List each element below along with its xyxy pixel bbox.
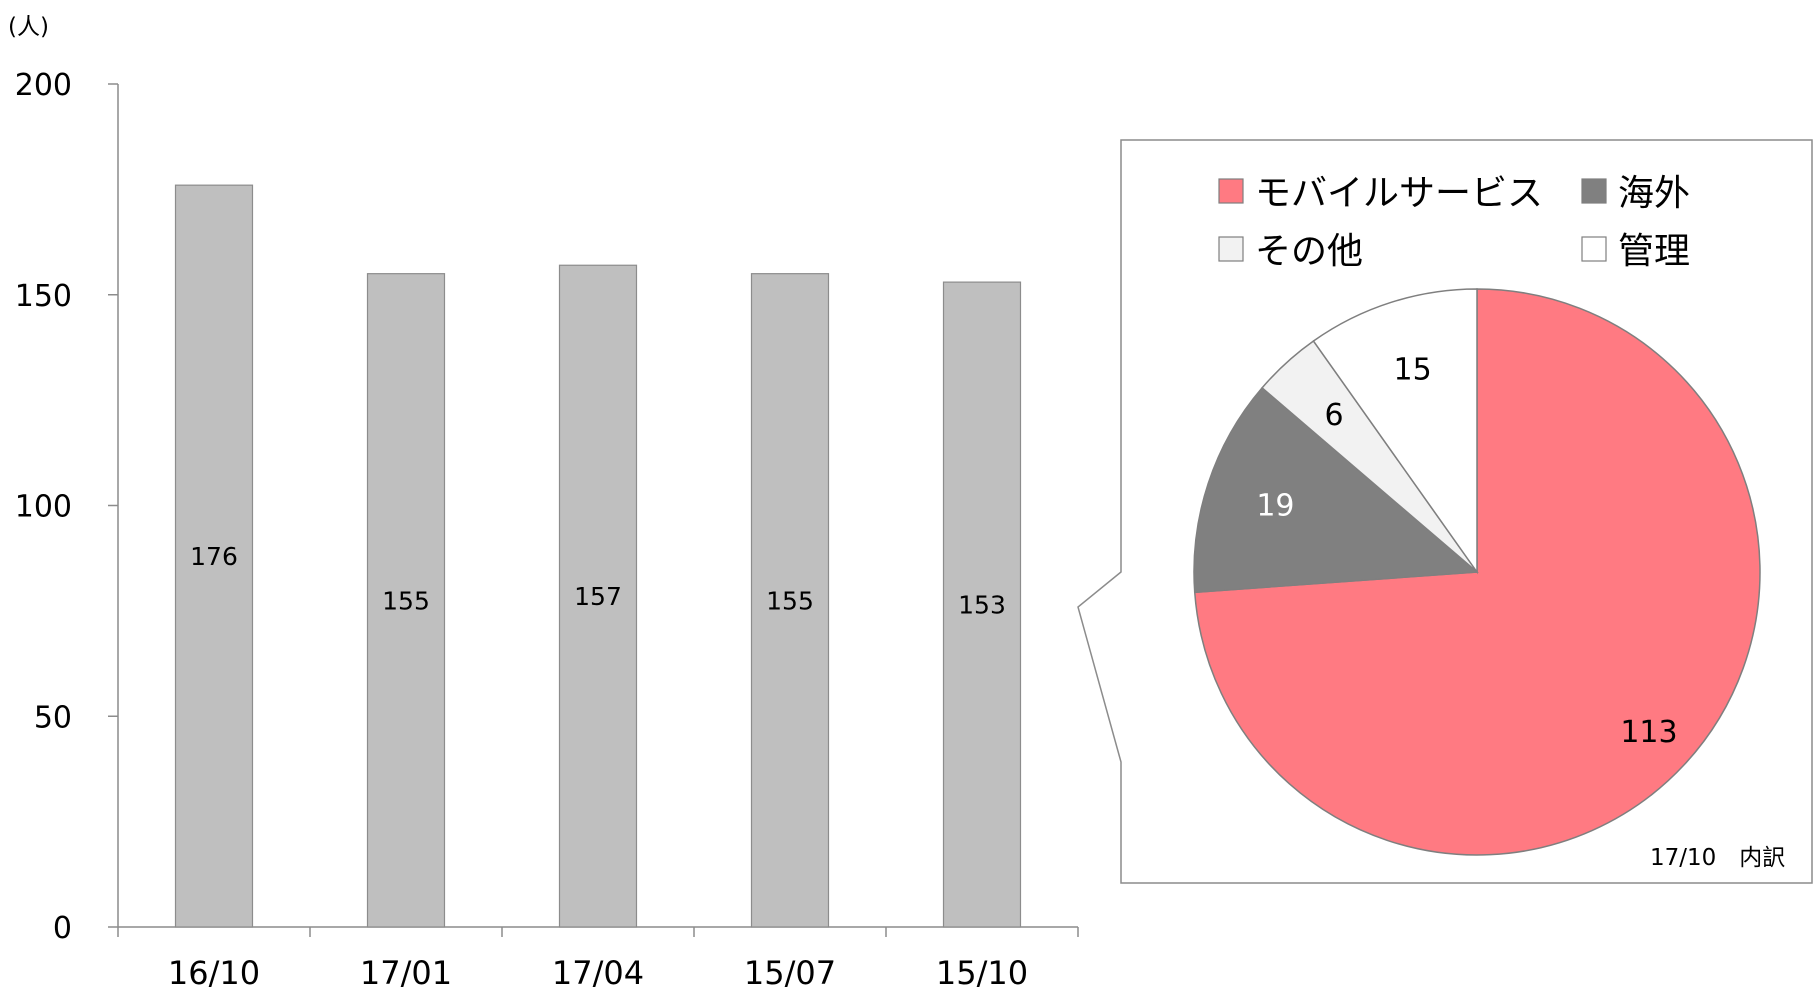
pie-slice-label: 113 bbox=[1620, 715, 1677, 750]
bar-data-label: 155 bbox=[382, 586, 430, 615]
pie-note: 17/10 内訳 bbox=[1650, 845, 1785, 871]
y-tick-label: 150 bbox=[15, 279, 72, 314]
x-tick-label: 15/10 bbox=[936, 954, 1028, 988]
bar bbox=[750, 273, 830, 928]
bar bbox=[558, 264, 638, 928]
bar-chart-bars bbox=[174, 184, 1022, 928]
legend-swatch bbox=[1581, 178, 1607, 204]
pie-slice bbox=[1193, 386, 1479, 594]
bar-chart-data-labels: 176 155 157 155 153 bbox=[190, 542, 1006, 619]
legend-swatch bbox=[1218, 236, 1244, 262]
bar-data-label: 153 bbox=[958, 591, 1006, 620]
x-tick-label: 17/04 bbox=[552, 954, 644, 988]
y-tick-label: 50 bbox=[34, 700, 72, 735]
y-unit-label: (人) bbox=[8, 14, 49, 40]
x-tick-label: 16/10 bbox=[168, 954, 260, 988]
pie-slice bbox=[1312, 288, 1478, 575]
bar-data-label: 155 bbox=[766, 586, 814, 615]
y-tick-label: 0 bbox=[53, 911, 72, 946]
legend-label: モバイルサービス bbox=[1255, 173, 1543, 214]
legend-label: その他 bbox=[1255, 231, 1363, 272]
legend-label: 管理 bbox=[1618, 231, 1690, 272]
bar bbox=[942, 281, 1022, 928]
legend-swatch bbox=[1581, 236, 1607, 262]
x-tick-label: 17/01 bbox=[360, 954, 452, 988]
pie-slice-label: 19 bbox=[1256, 489, 1294, 524]
bar-data-label: 176 bbox=[190, 542, 238, 571]
bar bbox=[174, 184, 254, 928]
bar-data-label: 157 bbox=[574, 582, 622, 611]
legend-label: 海外 bbox=[1618, 173, 1690, 214]
legend-swatch bbox=[1218, 178, 1244, 204]
bar bbox=[366, 273, 446, 928]
bar-chart-axes: 0 50 100 150 200 16/10 17/01 17/04 15/07 15/10 bbox=[15, 68, 1079, 988]
pie-data-labels: 113 19 6 15 bbox=[1256, 353, 1677, 750]
y-tick-label: 100 bbox=[15, 490, 72, 525]
x-tick-label: 15/07 bbox=[744, 954, 836, 988]
pie-chart bbox=[1193, 288, 1761, 856]
pie-slice-label: 6 bbox=[1324, 398, 1343, 433]
pie-slice-label: 15 bbox=[1394, 353, 1432, 388]
y-tick-label: 200 bbox=[15, 68, 72, 103]
